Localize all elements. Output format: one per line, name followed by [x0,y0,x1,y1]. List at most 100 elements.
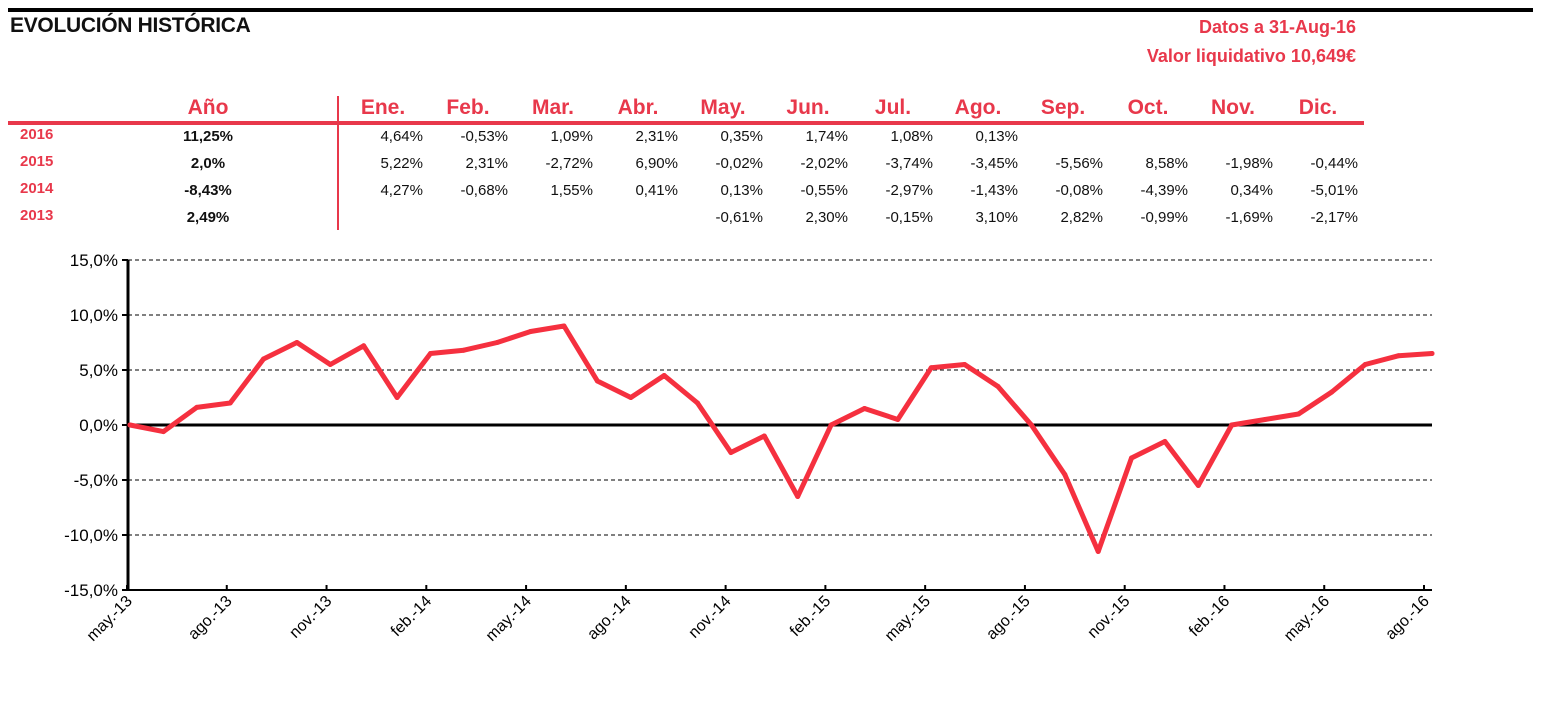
year-label: 2015 [20,153,54,170]
monthly-return: -4,39% [1140,182,1188,199]
data-point [194,404,200,410]
series-line [127,323,1435,554]
y-tick-label: 10,0% [70,306,118,325]
data-point [1095,549,1101,554]
monthly-return: -1,69% [1225,209,1273,226]
data-point [494,340,500,345]
data-point [828,422,834,428]
monthly-return: 0,34% [1230,182,1273,199]
data-point [1129,455,1134,461]
x-tick-label: ago.-16 [1382,593,1432,643]
annual-return: 2,0% [190,155,226,172]
monthly-return: -1,98% [1225,155,1273,172]
monthly-return: -2,72% [545,155,593,172]
monthly-return: -2,17% [1310,209,1358,226]
data-point [1162,439,1168,444]
monthly-return: 3,10% [975,209,1018,226]
data-point [1329,389,1335,395]
monthly-return: -5,01% [1310,182,1358,199]
y-tick-label: -10,0% [64,526,118,545]
date-info: Datos a 31-Aug-16 [1198,17,1356,37]
year-column-header: Año [187,96,229,119]
x-tick-label: may.-14 [483,593,535,645]
data-point [1396,353,1402,359]
monthly-return: 0,35% [720,128,763,145]
table-divider [337,96,339,230]
data-point [294,340,300,345]
data-point [728,450,734,455]
x-tick-label: ago.-15 [983,593,1033,643]
monthly-return: 1,09% [550,128,593,145]
data-point [695,400,700,406]
x-tick-label: may.-15 [882,593,934,645]
data-point [761,433,767,439]
monthly-return: 0,13% [720,182,763,199]
year-label: 2016 [20,126,54,143]
monthly-return: -0,61% [715,209,763,226]
data-point [1028,422,1034,428]
month-header: Dic. [1298,96,1338,119]
x-tick-label: may.-13 [84,593,136,645]
data-point [1296,411,1301,417]
monthly-return: 8,58% [1145,155,1188,172]
data-point [561,323,567,329]
monthly-return: 0,13% [975,128,1018,145]
monthly-return: -2,02% [800,155,848,172]
month-header: Abr. [617,96,659,119]
y-tick-label: -5,0% [74,471,118,490]
monthly-return: -5,56% [1055,155,1103,172]
monthly-return: -0,44% [1310,155,1358,172]
x-tick-label: nov.-14 [686,593,735,642]
data-point [661,373,667,378]
monthly-return: -3,45% [970,155,1018,172]
data-point [795,494,801,499]
month-header: Sep. [1040,96,1086,119]
nav-info: Valor liquidativo 10,649€ [1146,46,1356,66]
monthly-return: -0,55% [800,182,848,199]
monthly-return: 2,31% [635,128,678,145]
data-point [1229,422,1235,428]
monthly-return: 2,82% [1060,209,1103,226]
data-point [528,329,534,334]
y-tick-label: 5,0% [79,361,118,380]
month-header: Jun. [786,96,830,119]
monthly-return: -2,97% [885,182,933,199]
data-point [928,365,934,371]
data-point [628,395,634,400]
month-header: Mar. [531,96,575,119]
monthly-return: 0,41% [635,182,678,199]
monthly-return: 4,27% [380,182,423,199]
x-tick-label: may.-16 [1281,593,1333,645]
data-point [461,347,467,353]
annual-return: -8,43% [184,182,232,199]
data-point [394,395,400,400]
data-point [127,422,133,428]
monthly-return: 5,22% [380,155,423,172]
x-tick-label: feb.-16 [1186,593,1233,640]
monthly-return: 4,64% [380,128,423,145]
data-point [995,384,1001,389]
month-header: Ene. [360,96,406,119]
x-tick-label: nov.-15 [1085,593,1134,642]
monthly-return: -0,53% [460,128,508,145]
month-header: Jul. [874,96,912,119]
data-point [1429,351,1435,356]
month-header: May. [700,96,746,119]
data-point [361,343,367,349]
data-point [862,406,867,411]
monthly-return: -3,74% [885,155,933,172]
data-point [160,429,166,435]
data-point [1362,362,1368,367]
annual-return: 11,25% [182,128,234,145]
monthly-return: 1,55% [550,182,593,199]
x-tick-label: feb.-14 [388,593,435,640]
annual-return: 2,49% [186,209,230,226]
x-tick-label: ago.-14 [584,593,634,643]
monthly-return: -0,02% [715,155,763,172]
y-tick-label: -15,0% [64,581,118,600]
year-label: 2014 [20,180,54,197]
monthly-return: 2,30% [805,209,848,226]
monthly-return: -0,99% [1140,209,1188,226]
data-point [227,400,233,406]
monthly-return: -1,43% [970,182,1018,199]
